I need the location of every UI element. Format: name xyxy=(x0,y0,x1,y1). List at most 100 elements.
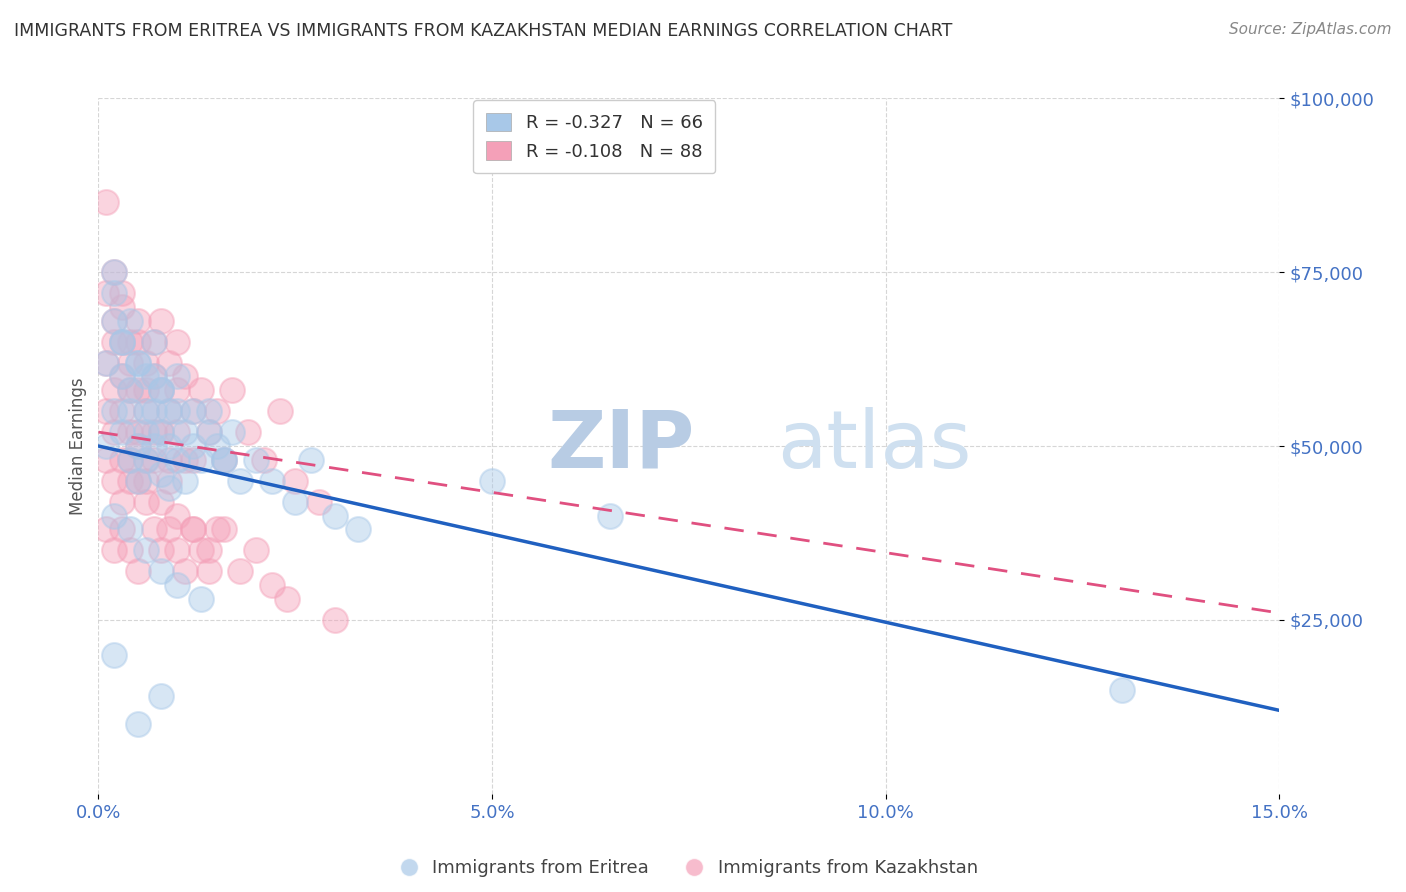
Point xyxy=(157,439,180,453)
Point xyxy=(135,543,157,558)
Point xyxy=(142,425,165,439)
Point xyxy=(150,384,173,398)
Point xyxy=(299,453,322,467)
Point xyxy=(181,523,204,537)
Text: IMMIGRANTS FROM ERITREA VS IMMIGRANTS FROM KAZAKHSTAN MEDIAN EARNINGS CORRELATIO: IMMIGRANTS FROM ERITREA VS IMMIGRANTS FR… xyxy=(14,22,952,40)
Point xyxy=(111,369,134,384)
Point xyxy=(135,384,157,398)
Point xyxy=(181,404,204,418)
Point xyxy=(205,404,228,418)
Point xyxy=(118,453,141,467)
Point xyxy=(103,265,125,279)
Point xyxy=(111,334,134,349)
Point xyxy=(1111,682,1133,697)
Point xyxy=(157,481,180,495)
Point xyxy=(157,523,180,537)
Point xyxy=(111,334,134,349)
Point xyxy=(181,404,204,418)
Point xyxy=(135,453,157,467)
Point xyxy=(150,543,173,558)
Point xyxy=(127,439,149,453)
Point xyxy=(190,453,212,467)
Point xyxy=(197,404,219,418)
Point xyxy=(229,474,252,488)
Point xyxy=(150,384,173,398)
Point xyxy=(269,404,291,418)
Point xyxy=(150,467,173,481)
Text: ZIP: ZIP xyxy=(547,407,695,485)
Point xyxy=(323,508,346,523)
Text: Source: ZipAtlas.com: Source: ZipAtlas.com xyxy=(1229,22,1392,37)
Point xyxy=(181,453,204,467)
Point xyxy=(260,474,283,488)
Point xyxy=(135,404,157,418)
Point xyxy=(111,334,134,349)
Point xyxy=(245,453,267,467)
Point xyxy=(157,474,180,488)
Point xyxy=(157,404,180,418)
Point xyxy=(205,439,228,453)
Point xyxy=(135,494,157,508)
Point xyxy=(103,425,125,439)
Point xyxy=(197,425,219,439)
Point xyxy=(127,439,149,453)
Point xyxy=(96,523,118,537)
Point xyxy=(174,474,197,488)
Point xyxy=(142,523,165,537)
Point xyxy=(127,355,149,369)
Point xyxy=(127,474,149,488)
Point xyxy=(166,334,188,349)
Point xyxy=(166,508,188,523)
Point xyxy=(190,592,212,607)
Point xyxy=(135,474,157,488)
Point xyxy=(236,425,259,439)
Point xyxy=(118,404,141,418)
Point xyxy=(103,543,125,558)
Point xyxy=(190,543,212,558)
Point xyxy=(150,384,173,398)
Point xyxy=(197,425,219,439)
Point xyxy=(142,439,165,453)
Point xyxy=(135,425,157,439)
Point xyxy=(221,425,243,439)
Point xyxy=(150,564,173,578)
Point xyxy=(197,564,219,578)
Point xyxy=(127,384,149,398)
Point xyxy=(245,543,267,558)
Point xyxy=(150,425,173,439)
Point xyxy=(197,543,219,558)
Point xyxy=(96,355,118,369)
Point xyxy=(166,425,188,439)
Point xyxy=(127,355,149,369)
Point xyxy=(157,355,180,369)
Point xyxy=(174,564,197,578)
Point xyxy=(103,384,125,398)
Point xyxy=(142,404,165,418)
Point xyxy=(135,404,157,418)
Point xyxy=(111,494,134,508)
Point xyxy=(111,523,134,537)
Point xyxy=(96,195,118,210)
Point xyxy=(111,300,134,314)
Point xyxy=(103,404,125,418)
Y-axis label: Median Earnings: Median Earnings xyxy=(69,377,87,515)
Point xyxy=(205,523,228,537)
Point xyxy=(181,439,204,453)
Point xyxy=(229,564,252,578)
Point xyxy=(150,494,173,508)
Point xyxy=(103,314,125,328)
Point xyxy=(190,384,212,398)
Point xyxy=(118,453,141,467)
Point xyxy=(142,334,165,349)
Point xyxy=(166,384,188,398)
Point xyxy=(347,523,370,537)
Point xyxy=(127,334,149,349)
Point xyxy=(166,578,188,592)
Point xyxy=(323,613,346,627)
Point xyxy=(599,508,621,523)
Legend: Immigrants from Eritrea, Immigrants from Kazakhstan: Immigrants from Eritrea, Immigrants from… xyxy=(392,852,986,884)
Point xyxy=(111,425,134,439)
Point xyxy=(276,592,298,607)
Point xyxy=(96,285,118,300)
Point xyxy=(127,717,149,731)
